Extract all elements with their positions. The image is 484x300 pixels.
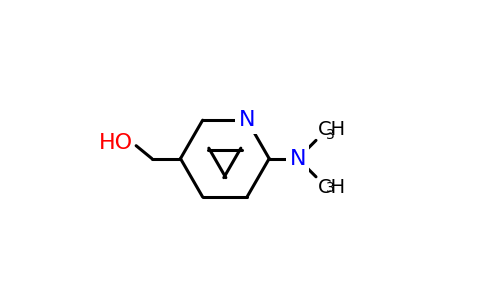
Text: CH: CH bbox=[318, 120, 346, 139]
Text: 3: 3 bbox=[325, 181, 334, 195]
Text: N: N bbox=[239, 110, 255, 130]
Text: 3: 3 bbox=[325, 128, 334, 142]
Text: N: N bbox=[289, 148, 306, 169]
Text: HO: HO bbox=[99, 133, 133, 153]
Text: CH: CH bbox=[318, 178, 346, 197]
